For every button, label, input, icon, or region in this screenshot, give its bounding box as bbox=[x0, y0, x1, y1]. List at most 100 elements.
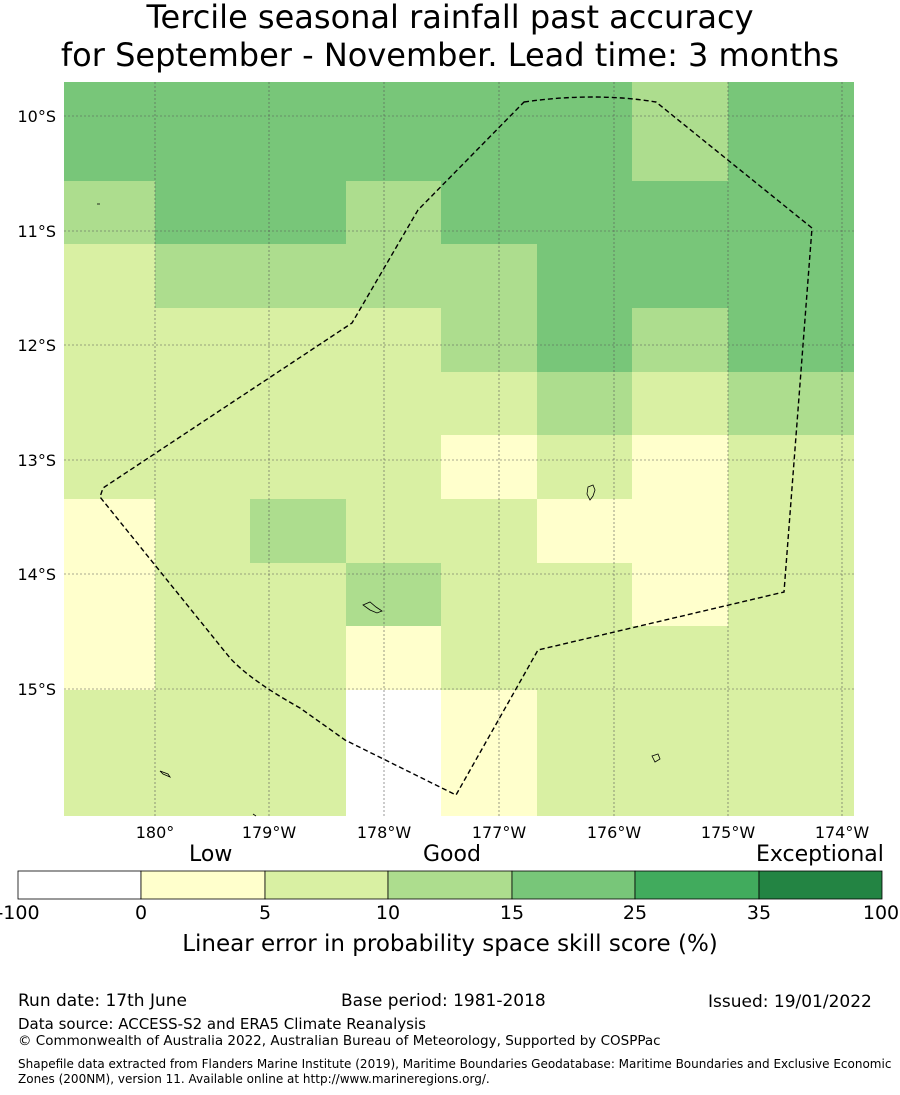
skill-cell bbox=[728, 308, 854, 372]
skill-cell bbox=[728, 435, 854, 499]
skill-cell bbox=[64, 563, 155, 626]
skill-cell bbox=[537, 244, 632, 308]
longitude-label: 179°W bbox=[242, 823, 297, 842]
skill-cell bbox=[346, 626, 441, 690]
chart-title-line-2: for September - November. Lead time: 3 m… bbox=[60, 36, 840, 74]
latitude-label: 11°S bbox=[17, 222, 56, 241]
colorbar-segment bbox=[387, 870, 513, 900]
base-period: Base period: 1981-2018 bbox=[341, 991, 546, 1011]
longitude-label: 177°W bbox=[472, 823, 527, 842]
island-outline bbox=[651, 753, 661, 763]
island-outlines bbox=[97, 203, 661, 817]
skill-cell bbox=[537, 308, 632, 372]
skill-cell bbox=[64, 626, 155, 690]
shapefile-credit-line-2: Zones (200NM), version 11. Available onl… bbox=[18, 1072, 490, 1086]
colorbar-tick: 25 bbox=[622, 902, 648, 924]
skill-cell bbox=[250, 244, 346, 308]
colorbar-tick: -100 bbox=[0, 902, 40, 924]
skill-cell bbox=[441, 372, 537, 435]
skill-cell bbox=[537, 435, 632, 499]
skill-cell bbox=[728, 372, 854, 435]
island-outline bbox=[362, 601, 383, 614]
skill-cell bbox=[155, 244, 250, 308]
skill-cell bbox=[250, 499, 346, 563]
skill-cell bbox=[346, 82, 441, 181]
skill-cell bbox=[632, 499, 728, 563]
skill-cell bbox=[250, 308, 346, 372]
skill-cell bbox=[537, 690, 632, 816]
longitude-label: 175°W bbox=[701, 823, 756, 842]
skill-cell bbox=[64, 244, 155, 308]
skill-cell bbox=[346, 690, 441, 816]
colorbar-category-exceptional: Exceptional bbox=[756, 842, 884, 867]
latitude-label: 13°S bbox=[17, 451, 56, 470]
latitude-label: 10°S bbox=[17, 107, 56, 126]
skill-cell bbox=[155, 626, 250, 690]
island-outline bbox=[586, 484, 596, 501]
skill-cell bbox=[250, 626, 346, 690]
colorbar-tick: 15 bbox=[499, 902, 525, 924]
skill-cell bbox=[441, 690, 537, 816]
skill-cell bbox=[728, 181, 854, 244]
latitude-label: 15°S bbox=[17, 680, 56, 699]
latitude-label: 14°S bbox=[17, 565, 56, 584]
skill-cell bbox=[155, 181, 250, 244]
island-outline bbox=[159, 770, 172, 778]
colorbar-segment bbox=[634, 870, 760, 900]
skill-cell bbox=[441, 626, 537, 690]
skill-cell bbox=[441, 499, 537, 563]
skill-cell bbox=[346, 244, 441, 308]
longitude-label: 178°W bbox=[357, 823, 412, 842]
colorbar-tick: 10 bbox=[375, 902, 401, 924]
skill-cell bbox=[346, 499, 441, 563]
skill-cell bbox=[441, 563, 537, 626]
skill-cell bbox=[346, 372, 441, 435]
colorbar-tick: 0 bbox=[134, 902, 148, 924]
copyright: © Commonwealth of Australia 2022, Austra… bbox=[18, 1033, 661, 1049]
latitude-label: 12°S bbox=[17, 336, 56, 355]
colorbar bbox=[17, 870, 883, 900]
colorbar-segment bbox=[17, 870, 142, 900]
skill-cell bbox=[537, 181, 632, 244]
colorbar-segment bbox=[140, 870, 266, 900]
skill-cell bbox=[632, 244, 728, 308]
skill-cell bbox=[64, 308, 155, 372]
skill-cell bbox=[632, 181, 728, 244]
skill-cell bbox=[441, 181, 537, 244]
latitude-labels: 10°S 11°S 12°S 13°S 14°S 15°S bbox=[17, 107, 56, 699]
colorbar-category-low: Low bbox=[189, 842, 233, 867]
skill-cell bbox=[632, 308, 728, 372]
skill-cell bbox=[632, 435, 728, 499]
colorbar-segment bbox=[511, 870, 636, 900]
skill-cell bbox=[250, 372, 346, 435]
skill-cell bbox=[441, 435, 537, 499]
skill-cell bbox=[64, 690, 155, 816]
skill-cell bbox=[537, 563, 632, 626]
skill-cell bbox=[537, 626, 632, 690]
skill-cell bbox=[632, 372, 728, 435]
skill-cell bbox=[155, 563, 250, 626]
skill-cell bbox=[346, 308, 441, 372]
longitude-label: 180° bbox=[136, 823, 175, 842]
skill-cell bbox=[155, 690, 250, 816]
colorbar-tick: 100 bbox=[862, 902, 900, 924]
skill-cell bbox=[728, 626, 854, 690]
skill-cell bbox=[346, 563, 441, 626]
longitude-label: 176°W bbox=[587, 823, 642, 842]
skill-cell bbox=[250, 690, 346, 816]
longitude-labels: 180° 179°W 178°W 177°W 176°W 175°W 174°W bbox=[136, 823, 870, 842]
chart-title-line-1: Tercile seasonal rainfall past accuracy bbox=[146, 0, 754, 36]
skill-cell bbox=[728, 563, 854, 626]
skill-cell bbox=[632, 82, 728, 181]
skill-map: 10°S 11°S 12°S 13°S 14°S 15°S 180° 179°W 178°W 1… bbox=[17, 82, 883, 900]
skill-grid bbox=[64, 82, 854, 816]
issued-date: Issued: 19/01/2022 bbox=[708, 992, 872, 1012]
skill-cell bbox=[155, 82, 250, 181]
skill-cell bbox=[64, 499, 155, 563]
skill-cell bbox=[441, 244, 537, 308]
colorbar-category-good: Good bbox=[423, 842, 481, 867]
skill-cell bbox=[250, 435, 346, 499]
colorbar-tick: 35 bbox=[746, 902, 772, 924]
skill-cell bbox=[537, 499, 632, 563]
skill-cell bbox=[728, 690, 854, 816]
